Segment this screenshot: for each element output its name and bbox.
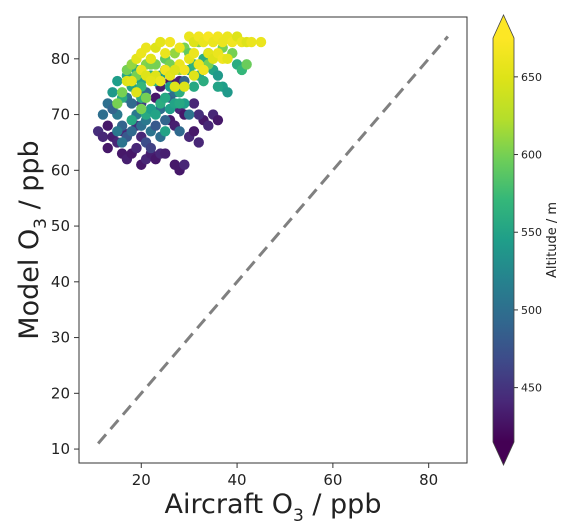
scatter-point [155, 37, 165, 47]
scatter-point [194, 109, 204, 119]
scatter-point [131, 143, 141, 153]
scatter-point [179, 81, 189, 91]
scatter-point [126, 126, 136, 136]
scatter-point [189, 48, 199, 58]
colorbar-tick-label: 500 [521, 304, 542, 317]
scatter-point [246, 37, 256, 47]
x-tick-label: 60 [323, 471, 342, 489]
colorbar-ticks: 450 500 550 600 650 [514, 71, 542, 395]
scatter-point [150, 109, 160, 119]
scatter-point [213, 70, 223, 80]
x-tick-label: 20 [132, 471, 151, 489]
y-tick-label: 60 [51, 161, 70, 179]
scatter-point [107, 87, 117, 97]
x-tick-label: 40 [228, 471, 247, 489]
scatter-point [170, 65, 180, 75]
scatter-point [98, 109, 108, 119]
data-points [93, 31, 266, 175]
scatter-point [189, 70, 199, 80]
x-tick-label: 80 [419, 471, 438, 489]
scatter-point [213, 81, 223, 91]
scatter-point [213, 115, 223, 125]
colorbar-extend-top [493, 15, 514, 38]
scatter-point [179, 160, 189, 170]
scatter-point [126, 115, 136, 125]
colorbar-label: Altitude / m [545, 202, 560, 278]
scatter-point [141, 93, 151, 103]
scatter-point [112, 98, 122, 108]
plot-area: 20 40 60 80 10 20 30 40 50 60 70 80 [51, 17, 467, 489]
scatter-point [160, 148, 170, 158]
scatter-point [126, 76, 136, 86]
scatter-point [222, 54, 232, 64]
scatter-point [241, 59, 251, 69]
y-tick-label: 30 [51, 329, 70, 347]
colorbar-tick-label: 600 [521, 149, 542, 162]
colorbar-gradient [493, 38, 514, 442]
scatter-point [174, 42, 184, 52]
scatter-point [117, 137, 127, 147]
scatter-point [103, 121, 113, 131]
scatter-point [184, 109, 194, 119]
scatter-point [146, 143, 156, 153]
scatter-point [103, 143, 113, 153]
scatter-point [112, 76, 122, 86]
scatter-point [174, 98, 184, 108]
scatter-point [256, 37, 266, 47]
y-tick-label: 40 [51, 273, 70, 291]
colorbar-tick-label: 550 [521, 226, 542, 239]
y-tick-label: 50 [51, 217, 70, 235]
scatter-point [189, 98, 199, 108]
scatter-point [160, 93, 170, 103]
y-axis-ticks: 10 20 30 40 50 60 70 80 [51, 50, 79, 458]
scatter-point [117, 87, 127, 97]
y-tick-label: 10 [51, 440, 70, 458]
scatter-point [179, 65, 189, 75]
scatter-point [136, 104, 146, 114]
scatter-point [174, 126, 184, 136]
scatter-point [198, 65, 208, 75]
scatter-point [160, 126, 170, 136]
y-tick-label: 20 [51, 384, 70, 402]
scatter-point [126, 98, 136, 108]
y-axis-label: Model O3 / ppb [14, 140, 51, 339]
colorbar-tick-label: 650 [521, 71, 542, 84]
scatter-point [198, 76, 208, 86]
scatter-point [155, 76, 165, 86]
scatter-point [160, 48, 170, 58]
scatter-point [146, 76, 156, 86]
scatter-point [189, 126, 199, 136]
scatter-point [170, 81, 180, 91]
x-axis-label: Aircraft O3 / ppb [165, 489, 382, 524]
colorbar-extend-bottom [493, 442, 514, 465]
y-tick-label: 70 [51, 106, 70, 124]
colorbar: 450 500 550 600 650 Altitude / m [493, 15, 560, 465]
scatter-point [141, 42, 151, 52]
scatter-point [146, 54, 156, 64]
scatter-point [194, 137, 204, 147]
scatter-point [150, 121, 160, 131]
scatter-point [160, 115, 170, 125]
scatter-point [98, 132, 108, 142]
scatter-point [131, 87, 141, 97]
scatter-point [165, 37, 175, 47]
scatter-point [112, 126, 122, 136]
scatter-point [222, 87, 232, 97]
x-axis-ticks: 20 40 60 80 [132, 463, 439, 489]
y-tick-label: 80 [51, 50, 70, 68]
colorbar-tick-label: 450 [521, 382, 542, 395]
scatter-point [189, 81, 199, 91]
scatter-point [203, 121, 213, 131]
